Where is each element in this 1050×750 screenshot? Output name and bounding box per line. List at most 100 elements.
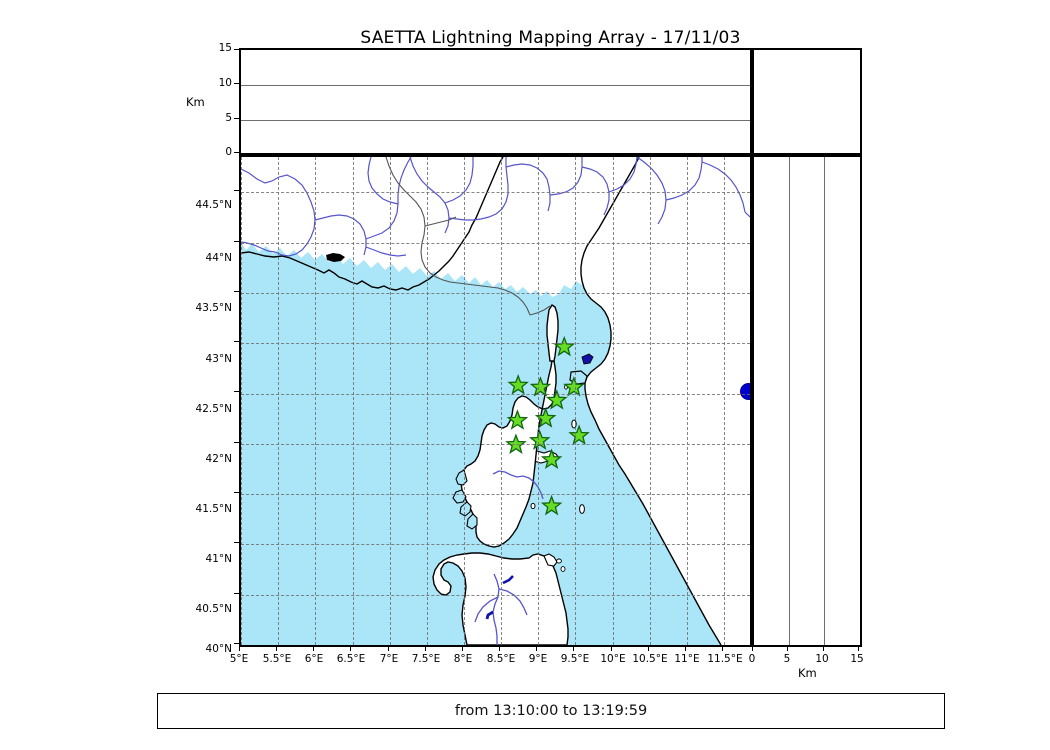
side-panel-xlabel: Km — [798, 666, 817, 680]
map-gridline-lon — [686, 157, 688, 645]
gridline-5km — [241, 119, 750, 121]
axis-tick-mark — [684, 647, 686, 651]
ytick-top-5: 5 — [225, 112, 232, 124]
map-gridline-lat — [241, 443, 750, 445]
axis-tick-mark — [234, 117, 239, 119]
lon-tick-5: 5°E — [229, 653, 249, 665]
axis-tick-mark — [387, 647, 389, 651]
axis-tick-mark — [424, 647, 426, 651]
lon-tick-9.5: 9.5°E — [560, 653, 590, 665]
map-gridline-lat — [241, 393, 750, 395]
station-star-marker[interactable] — [540, 448, 563, 470]
lon-tick-8.5: 8.5°E — [486, 653, 516, 665]
page-title: SAETTA Lightning Mapping Array - 17/11/0… — [360, 28, 741, 48]
altitude-latitude-panel[interactable] — [752, 155, 862, 647]
map-gridline-lat — [241, 292, 750, 294]
altitude-longitude-panel[interactable] — [239, 48, 752, 155]
lat-tick-40.5: 40.5°N — [195, 603, 232, 615]
lon-tick-8: 8°E — [453, 653, 473, 665]
station-star-marker[interactable] — [568, 424, 590, 445]
map-artwork — [241, 157, 750, 645]
map-gridline-lat — [241, 494, 750, 496]
axis-tick-mark — [234, 391, 239, 393]
axis-tick-mark — [610, 647, 612, 651]
axis-tick-mark — [858, 647, 859, 651]
lightning-detection-marker[interactable] — [740, 382, 750, 400]
map-gridline-lon — [538, 157, 540, 645]
ytick-top-15: 15 — [218, 42, 232, 54]
axis-tick-mark — [234, 152, 239, 153]
axis-tick-mark — [313, 647, 315, 651]
map-gridline-lon — [463, 157, 465, 645]
altitude-histogram-panel[interactable] — [752, 48, 862, 155]
axis-tick-mark — [234, 492, 239, 494]
axis-tick-mark — [787, 647, 789, 651]
lon-tick-9: 9°E — [528, 653, 548, 665]
top-panel-ylabel: Km — [186, 95, 205, 109]
axis-tick-mark — [822, 647, 824, 651]
map-gridline-lon — [501, 157, 503, 645]
lon-tick-10.5: 10.5°E — [632, 653, 668, 665]
station-star-marker[interactable] — [506, 409, 529, 430]
axis-tick-mark — [647, 647, 649, 651]
station-star-marker[interactable] — [540, 494, 563, 516]
lat-tick-40: 40°N — [205, 643, 232, 655]
gridline-10km-vertical — [823, 157, 825, 645]
ytick-top-10: 10 — [218, 77, 232, 89]
time-range-text: from 13:10:00 to 13:19:59 — [454, 703, 648, 719]
axis-tick-mark — [276, 647, 278, 651]
axis-tick-mark — [573, 647, 575, 651]
map-gridline-lon — [426, 157, 428, 645]
station-star-marker[interactable] — [546, 389, 568, 410]
axis-tick-mark — [234, 190, 239, 192]
side-xtick-5: 5 — [783, 653, 791, 665]
lon-tick-11.5: 11.5°E — [707, 653, 743, 665]
axis-tick-mark — [234, 83, 239, 85]
lon-tick-7: 7°E — [379, 653, 399, 665]
geographic-map-panel[interactable] — [239, 155, 752, 647]
axis-tick-mark — [234, 341, 239, 343]
side-xtick-0: 0 — [748, 653, 756, 665]
map-gridline-lon — [575, 157, 577, 645]
lon-tick-10: 10°E — [600, 653, 626, 665]
side-xtick-10: 10 — [815, 653, 829, 665]
map-gridline-lat — [241, 544, 750, 546]
axis-tick-mark — [234, 240, 239, 242]
station-star-marker[interactable] — [507, 374, 529, 395]
map-gridline-lat — [241, 645, 750, 646]
axis-tick-mark — [239, 647, 240, 651]
time-range-statusbar[interactable]: from 13:10:00 to 13:19:59 — [157, 693, 945, 729]
axis-tick-mark — [752, 647, 753, 651]
axis-tick-mark — [234, 643, 239, 644]
map-gridline-lon — [352, 157, 354, 645]
map-gridline-lat — [241, 192, 750, 194]
lat-tick-44: 44°N — [205, 252, 232, 264]
map-gridline-lon — [389, 157, 391, 645]
lat-tick-44.5: 44.5°N — [195, 199, 232, 211]
axis-tick-mark — [234, 441, 239, 443]
lon-tick-6.5: 6.5°E — [336, 653, 366, 665]
map-gridline-lat — [241, 242, 750, 244]
lat-tick-42.5: 42.5°N — [195, 403, 232, 415]
gridline-10km — [241, 84, 750, 86]
station-star-marker[interactable] — [553, 335, 576, 357]
lon-tick-11: 11°E — [674, 653, 700, 665]
station-star-marker[interactable] — [563, 376, 585, 397]
gridline-5km-vertical — [788, 157, 790, 645]
axis-tick-mark — [234, 592, 239, 594]
ytick-top-0: 0 — [225, 146, 232, 158]
side-xtick-15: 15 — [850, 653, 864, 665]
lon-tick-7.5: 7.5°E — [411, 653, 441, 665]
station-star-marker[interactable] — [529, 376, 552, 397]
axis-tick-mark — [234, 290, 239, 292]
map-gridline-lon — [724, 157, 725, 645]
map-gridline-lat — [241, 594, 750, 596]
lon-tick-5.5: 5.5°E — [262, 653, 292, 665]
axis-tick-mark — [499, 647, 501, 651]
lat-tick-41: 41°N — [205, 553, 232, 565]
axis-tick-mark — [234, 49, 239, 50]
lat-tick-41.5: 41.5°N — [195, 503, 232, 515]
map-gridline-lat — [241, 343, 750, 345]
lat-tick-43: 43°N — [205, 353, 232, 365]
